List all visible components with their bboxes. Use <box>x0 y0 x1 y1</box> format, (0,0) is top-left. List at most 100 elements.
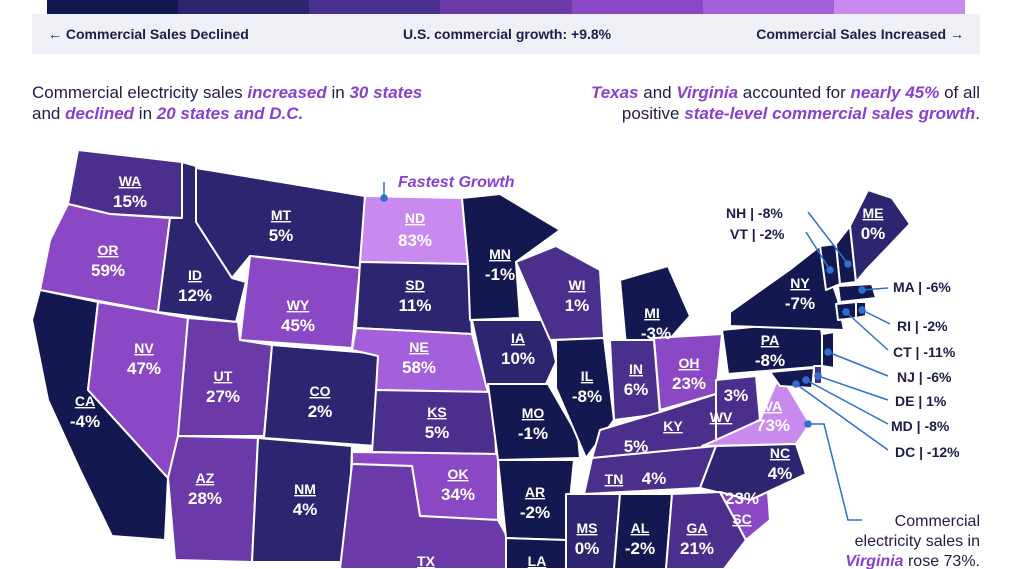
virginia-note-em: Virginia <box>845 553 903 569</box>
headline-left-em-3: declined <box>65 104 135 123</box>
legend-swatch-6 <box>702 0 834 14</box>
state-WI[interactable] <box>515 245 605 341</box>
label-AZ-value: 28% <box>188 489 222 508</box>
leader-de <box>817 375 889 401</box>
state-AL[interactable] <box>613 493 673 569</box>
label-NE-abbr: NE <box>409 339 428 355</box>
headline-right-em-1: Texas <box>590 83 639 102</box>
leader-dc-dot <box>792 380 800 388</box>
state-TX[interactable] <box>339 463 526 569</box>
label-MN-abbr: MN <box>489 246 511 262</box>
label-KY-value: 5% <box>624 437 649 456</box>
state-MS[interactable] <box>565 493 621 569</box>
legend-left-label: ← Commercial Sales Declined <box>48 26 249 42</box>
state-MN[interactable] <box>461 193 561 321</box>
callout-VT: VT | -2% <box>730 226 785 242</box>
legend-swatch-3 <box>309 0 441 14</box>
leader-vt <box>805 231 831 271</box>
callout-CT: CT | -11% <box>893 344 956 360</box>
label-WY-value: 45% <box>281 316 315 335</box>
label-PA-value: -8% <box>755 351 785 370</box>
label-CA-value: -4% <box>70 412 100 431</box>
label-AZ-abbr: AZ <box>196 470 215 486</box>
label-OH-abbr: OH <box>679 355 700 371</box>
state-labels: WA 15% OR 59% CA -4% ID 12% NV 47% MT 5%… <box>70 173 885 569</box>
headline-right-text-5: . <box>975 104 980 123</box>
label-SC-abbr: SC <box>732 511 751 527</box>
headline-left-text-2: in <box>326 83 350 102</box>
virginia-note-line2: electricity sales in <box>855 533 980 550</box>
state-NC[interactable] <box>699 443 807 501</box>
label-UT-value: 27% <box>206 387 240 406</box>
label-MT-abbr: MT <box>271 207 292 223</box>
state-MI[interactable] <box>619 265 691 351</box>
state-MD[interactable] <box>769 367 815 389</box>
leader-nh <box>807 211 849 265</box>
label-NC-value: 4% <box>768 464 793 483</box>
headline-right-em-3: nearly 45% <box>850 83 940 102</box>
state-IA[interactable] <box>471 319 557 387</box>
state-NY[interactable] <box>729 245 845 331</box>
state-ND[interactable] <box>359 195 469 265</box>
label-UT-abbr: UT <box>214 368 233 384</box>
label-NV-value: 47% <box>127 359 161 378</box>
leader-nj-dot <box>824 348 832 356</box>
label-AR-value: -2% <box>520 503 550 522</box>
label-SD-abbr: SD <box>405 277 424 293</box>
headline-left-em-4: 20 states and D.C. <box>156 104 304 123</box>
state-KS[interactable] <box>371 389 497 455</box>
leader-md <box>805 379 889 425</box>
label-NY-abbr: NY <box>790 275 810 291</box>
callout-DE: DE | 1% <box>895 393 947 409</box>
state-AR[interactable] <box>497 459 575 541</box>
label-KS-abbr: KS <box>427 404 446 420</box>
label-WV-abbr: WV <box>710 409 733 425</box>
fastest-growth-label: Fastest Growth <box>398 174 515 191</box>
state-ME[interactable] <box>849 189 911 283</box>
label-MI-value: -3% <box>641 324 671 343</box>
label-VA-value: 73% <box>756 416 790 435</box>
label-LA-abbr: LA <box>528 553 547 569</box>
callout-RI: RI | -2% <box>897 318 948 334</box>
label-CO-abbr: CO <box>310 383 331 399</box>
label-NE-value: 58% <box>402 358 436 377</box>
label-IL-value: -8% <box>572 387 602 406</box>
label-MN-value: -1% <box>485 265 515 284</box>
label-PA-abbr: PA <box>761 332 779 348</box>
label-NM-value: 4% <box>293 500 318 519</box>
label-WA-abbr: WA <box>119 173 142 189</box>
headline-left-text-4: in <box>134 104 157 123</box>
leader-ct <box>845 311 889 351</box>
label-IN-abbr: IN <box>629 361 643 377</box>
label-ND-abbr: ND <box>405 210 425 226</box>
state-SC[interactable] <box>719 491 771 541</box>
label-ND-value: 83% <box>398 231 432 250</box>
headline-right-text-2: accounted for <box>738 83 851 102</box>
state-LA[interactable] <box>505 537 581 569</box>
callout-NH: NH | -8% <box>726 205 783 221</box>
legend-right-label: Commercial Sales Increased → <box>756 26 964 42</box>
label-SD-value: 11% <box>398 296 431 315</box>
label-TN-value: 4% <box>642 469 667 488</box>
state-MA[interactable] <box>837 283 877 303</box>
legend-color-scale <box>47 0 965 14</box>
leader-nj <box>827 351 889 377</box>
state-MO[interactable] <box>487 383 581 461</box>
label-CO-value: 2% <box>308 402 333 421</box>
headline-right-text-4: positive <box>621 104 685 123</box>
label-OK-abbr: OK <box>448 466 469 482</box>
legend-center-label: U.S. commercial growth: +9.8% <box>403 26 612 42</box>
legend-swatch-1 <box>47 0 179 14</box>
label-ME-abbr: ME <box>863 205 884 221</box>
headline-right-em-4: state-level commercial sales growth <box>684 104 976 123</box>
callout-NJ: NJ | -6% <box>897 369 952 385</box>
state-GA[interactable] <box>665 491 747 569</box>
label-MS-value: 0% <box>575 539 600 558</box>
state-AZ[interactable] <box>167 435 259 563</box>
label-AL-abbr: AL <box>631 520 650 536</box>
headline-right: Texas and Virginia accounted for nearly … <box>520 82 980 124</box>
label-WV-value: 3% <box>724 386 749 405</box>
label-NV-abbr: NV <box>134 340 154 356</box>
label-ID-abbr: ID <box>188 267 202 283</box>
